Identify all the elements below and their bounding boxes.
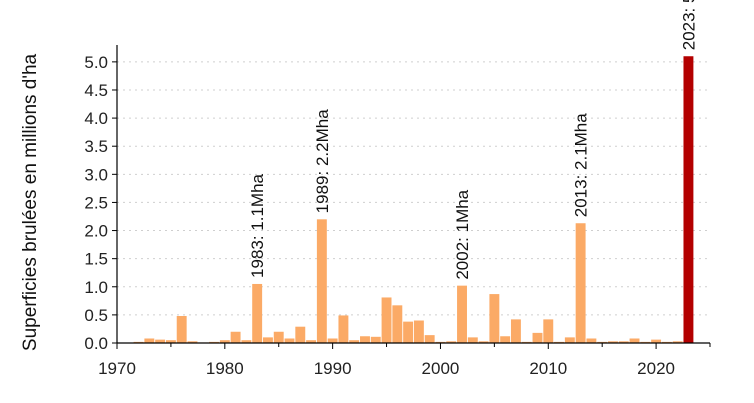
y-tick-labels: 0.0 0.5 1.0 1.5 2.0 2.5 3.0 3.5 4.0 4.5 5.0 [84,53,108,353]
bar [618,341,629,343]
y-tick-label: 0.0 [84,334,108,353]
y-tick-label: 3.0 [84,165,108,184]
y-axis-label: Superficies brulées en millions d'ha [20,53,41,351]
bar [273,331,284,343]
bar [586,338,597,343]
bar [360,336,370,343]
bar [608,341,618,343]
bar [370,336,381,343]
bar [651,339,662,343]
bar [187,341,198,343]
bar-annotation: 2013: 2.1Mha [572,113,591,218]
axes [112,45,711,349]
bar [144,338,155,343]
bar [489,294,500,343]
bar [510,319,521,343]
bar [338,315,349,343]
bar [230,331,241,343]
y-tick-label: 2.0 [84,222,108,241]
x-tick-label: 2010 [529,359,567,378]
bar [500,336,511,343]
bar-annotation: 2023: 5.1Mha [679,0,698,50]
bar [403,321,414,343]
x-tick-label: 2000 [422,359,460,378]
y-tick-label: 4.0 [84,109,108,128]
bar [316,219,327,343]
bar [349,340,360,343]
bar [262,337,273,343]
y-tick-label: 3.5 [84,137,108,156]
x-tick-label: 1970 [98,359,136,378]
y-tick-label: 0.5 [84,306,108,325]
y-tick-label: 2.5 [84,193,108,212]
y-tick-label: 5.0 [84,53,108,72]
bar [672,341,683,343]
bar [467,337,478,343]
y-tick-label: 4.5 [84,81,108,100]
bar-annotation: 1983: 1.1Mha [248,173,267,278]
bar [219,340,230,343]
bar [629,338,640,343]
x-tick-labels: 1970 1980 1990 2000 2010 2020 [98,359,675,378]
x-tick-label: 1980 [206,359,244,378]
bar [446,341,457,343]
bar [306,340,317,343]
bar [284,338,295,343]
x-tick-label: 1990 [314,359,352,378]
bar [155,339,166,343]
bar [295,326,306,343]
bar [478,341,489,343]
bar [413,320,424,343]
gridlines [117,61,710,316]
bar [424,335,435,343]
bar [543,319,554,343]
y-tick-label: 1.5 [84,250,108,269]
bar [532,332,543,343]
bar [252,283,263,343]
bar [564,337,575,343]
bar [165,340,176,343]
bar [457,285,467,343]
x-tick-label: 2020 [637,359,675,378]
bar [176,316,187,343]
bar [575,223,586,343]
bar [392,305,403,343]
bar [327,338,338,343]
bar-highlight [683,56,694,344]
y-tick-label: 1.0 [84,278,108,297]
bar-annotation: 2002: 1Mha [453,189,472,279]
bar-annotation: 1989: 2.2Mha [313,109,332,214]
annotations: 1983: 1.1Mha 1989: 2.2Mha 2002: 1Mha 2013: … [248,0,698,280]
bar [381,297,392,343]
bar [241,340,252,343]
bars [133,56,694,344]
